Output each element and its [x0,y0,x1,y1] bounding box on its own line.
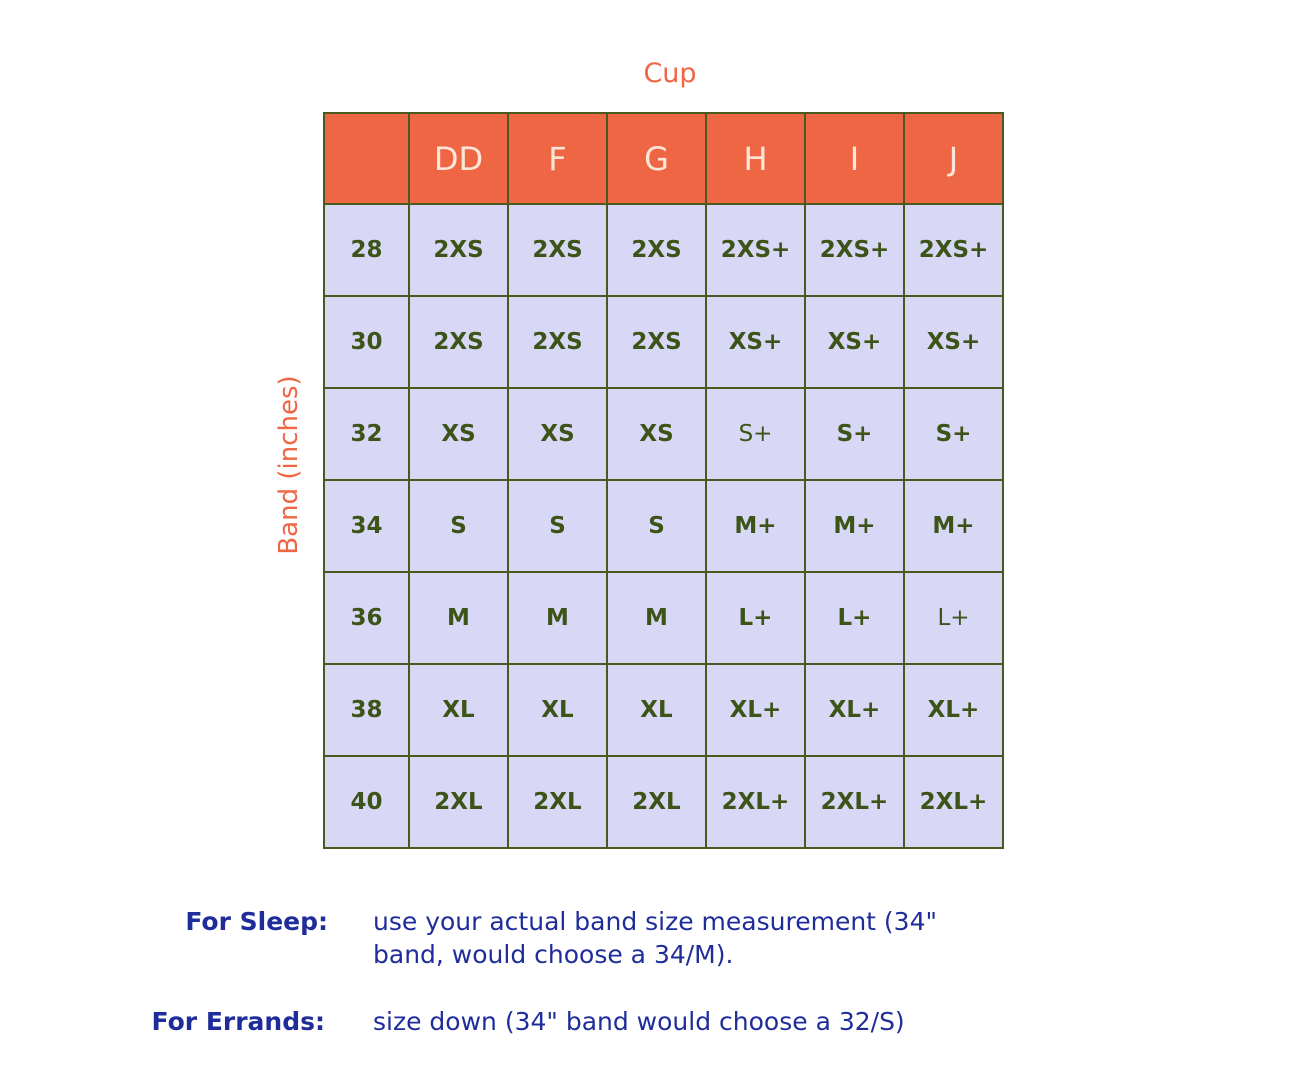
size-cell: L+ [903,571,1004,665]
size-cell: S+ [903,387,1004,481]
table-row: 38 XL XL XL XL+ XL+ XL+ [323,663,1004,757]
size-cell: S [606,479,707,573]
size-chart-table: DD F G H I J 28 2XS 2XS 2XS 2XS+ 2XS+ 2X… [323,112,1004,849]
errands-note-text: size down (34" band would choose a 32/S) [373,1007,905,1036]
size-cell: 2XS [507,203,608,297]
band-cell: 36 [323,571,410,665]
size-cell: L+ [804,571,905,665]
band-cell: 30 [323,295,410,389]
size-cell: M [408,571,509,665]
cup-axis-label: Cup [643,58,697,89]
cup-header-g: G [606,112,707,205]
size-cell: 2XS [606,295,707,389]
size-cell: 2XL+ [903,755,1004,849]
size-cell: S+ [705,387,806,481]
size-cell: 2XS+ [705,203,806,297]
corner-cell [323,112,410,205]
size-cell: XS [606,387,707,481]
size-cell: 2XL+ [804,755,905,849]
size-cell: XL+ [804,663,905,757]
sleep-note-line-1: use your actual band size measurement (3… [373,907,937,936]
size-cell: XL+ [705,663,806,757]
size-cell: XL [408,663,509,757]
size-cell: M [507,571,608,665]
sleep-note-label: For Sleep: [185,907,328,936]
header-row: DD F G H I J [323,112,1004,205]
size-cell: S [408,479,509,573]
size-cell: XL+ [903,663,1004,757]
cup-header-j: J [903,112,1004,205]
table-row: 30 2XS 2XS 2XS XS+ XS+ XS+ [323,295,1004,389]
size-cell: 2XS+ [804,203,905,297]
sleep-note-line-2: band, would choose a 34/M). [373,940,734,969]
cup-header-i: I [804,112,905,205]
table-row: 34 S S S M+ M+ M+ [323,479,1004,573]
table-row: 40 2XL 2XL 2XL 2XL+ 2XL+ 2XL+ [323,755,1004,849]
errands-note-label: For Errands: [151,1007,325,1036]
size-cell: XL [507,663,608,757]
size-cell: 2XS [507,295,608,389]
size-cell: 2XS [408,203,509,297]
table-row: 36 M M M L+ L+ L+ [323,571,1004,665]
size-cell: XS+ [903,295,1004,389]
cup-header-f: F [507,112,608,205]
size-cell: 2XL [408,755,509,849]
band-cell: 32 [323,387,410,481]
size-cell: XL [606,663,707,757]
size-cell: 2XS [606,203,707,297]
size-cell: L+ [705,571,806,665]
band-cell: 38 [323,663,410,757]
size-cell: S [507,479,608,573]
band-cell: 28 [323,203,410,297]
size-cell: XS+ [804,295,905,389]
table-row: 28 2XS 2XS 2XS 2XS+ 2XS+ 2XS+ [323,203,1004,297]
size-cell: XS+ [705,295,806,389]
size-cell: 2XL [507,755,608,849]
size-cell: XS [507,387,608,481]
sleep-note-text: use your actual band size measurement (3… [373,905,1053,971]
size-cell: M+ [903,479,1004,573]
cup-header-dd: DD [408,112,509,205]
size-cell: S+ [804,387,905,481]
size-cell: M [606,571,707,665]
size-cell: M+ [705,479,806,573]
band-axis-label: Band (inches) [274,375,304,555]
size-cell: M+ [804,479,905,573]
size-cell: 2XL [606,755,707,849]
band-cell: 40 [323,755,410,849]
size-cell: 2XS [408,295,509,389]
size-cell: XS [408,387,509,481]
size-cell: 2XL+ [705,755,806,849]
cup-header-h: H [705,112,806,205]
table-row: 32 XS XS XS S+ S+ S+ [323,387,1004,481]
band-cell: 34 [323,479,410,573]
size-cell: 2XS+ [903,203,1004,297]
